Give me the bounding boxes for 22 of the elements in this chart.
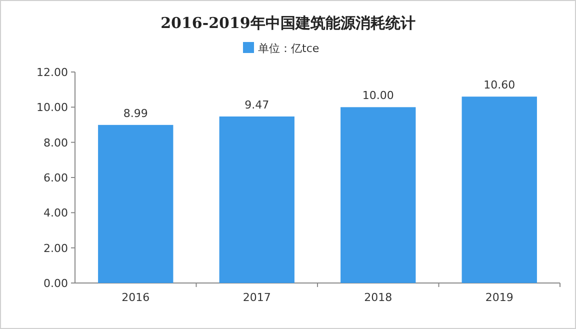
- data-label: 10.00: [362, 89, 394, 102]
- data-label: 9.47: [244, 98, 270, 112]
- y-tick-label: 8.00: [44, 136, 68, 150]
- y-tick-label: 10.00: [36, 101, 68, 114]
- data-label: 10.60: [484, 78, 516, 92]
- bar: [219, 116, 294, 283]
- legend: 单位：亿tce: [243, 42, 320, 55]
- data-label: 8.99: [123, 106, 148, 120]
- x-tick-label: 2019: [485, 291, 514, 304]
- legend-label: 单位：亿tce: [258, 42, 320, 55]
- y-tick-label: 4.00: [44, 206, 68, 220]
- y-tick-label: 12.00: [36, 66, 68, 79]
- y-tick-label: 0.00: [44, 277, 68, 290]
- y-tick-label: 6.00: [44, 172, 68, 184]
- x-tick-label: 2016: [122, 291, 150, 304]
- bar: [98, 124, 174, 283]
- x-tick-label: 2018: [364, 291, 392, 304]
- bar: [340, 107, 416, 283]
- chart-title: 2016-2019年中国建筑能源消耗统计: [160, 14, 416, 32]
- x-tick-label: 2017: [242, 291, 271, 304]
- y-tick-label: 2.00: [44, 242, 68, 255]
- bar: [462, 96, 537, 283]
